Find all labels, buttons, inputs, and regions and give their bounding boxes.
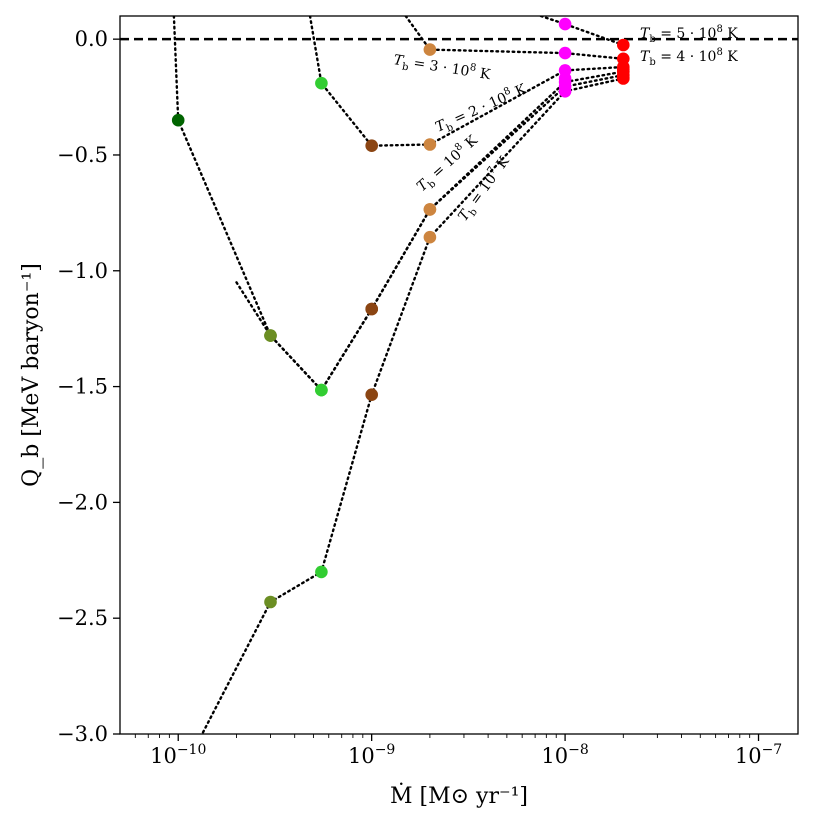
point-s2-2 (264, 329, 277, 342)
x-tick-label: 10−10 (150, 742, 206, 768)
x-tick-label: 10−7 (735, 742, 782, 768)
series-line-3 (308, 16, 625, 147)
data-points (171, 17, 630, 609)
series-line-2 (172, 16, 625, 393)
point-extra-1 (617, 63, 630, 76)
y-axis-label: Q_b [MeV baryon⁻¹] (19, 263, 44, 487)
point-s3-2 (365, 139, 379, 152)
series-line-4 (404, 16, 625, 60)
y-tick-label: −1.5 (57, 375, 108, 399)
plot-area (120, 16, 798, 734)
point-s4-3 (617, 52, 630, 66)
point-s4-2 (558, 46, 572, 60)
plot-frame (119, 15, 799, 735)
point-s5-2 (617, 38, 630, 52)
point-extra-2 (558, 72, 572, 85)
x-tick-label: 10−8 (541, 742, 588, 768)
y-tick-label: −3.0 (57, 722, 108, 746)
series-line-5 (539, 16, 625, 47)
axis-ticks (113, 38, 760, 741)
point-s2-5 (423, 203, 437, 216)
y-tick-label: −0.5 (57, 143, 108, 167)
point-s2-3 (315, 383, 328, 397)
series-label-5: Tb = 5 · 108 K (640, 24, 738, 45)
tick-labels: 10−10 10−9 10−8 10−7 0.0 −0.5 −1.0 −1.5 −2.0 −2.5… (57, 27, 782, 768)
series-label-4: Tb = 4 · 108 K (640, 47, 738, 68)
point-s0-2 (315, 565, 328, 579)
y-tick-label: −2.5 (57, 606, 108, 630)
point-s0-1 (264, 595, 277, 609)
point-s2-1 (171, 113, 185, 127)
point-s0-3 (365, 388, 379, 402)
point-s0-4 (423, 230, 437, 244)
point-s3-1 (315, 76, 328, 90)
y-tick-label: −1.0 (57, 259, 108, 283)
y-tick-label: 0.0 (75, 27, 108, 51)
x-tick-label: 10−9 (348, 742, 395, 768)
x-axis-label: Ṁ [M⊙ yr⁻¹] (390, 782, 528, 809)
point-s5-1 (558, 17, 572, 31)
y-tick-label: −2.0 (57, 490, 108, 514)
point-s2-4 (365, 302, 379, 316)
point-s4-1 (423, 43, 437, 56)
point-s3-3 (423, 138, 437, 151)
